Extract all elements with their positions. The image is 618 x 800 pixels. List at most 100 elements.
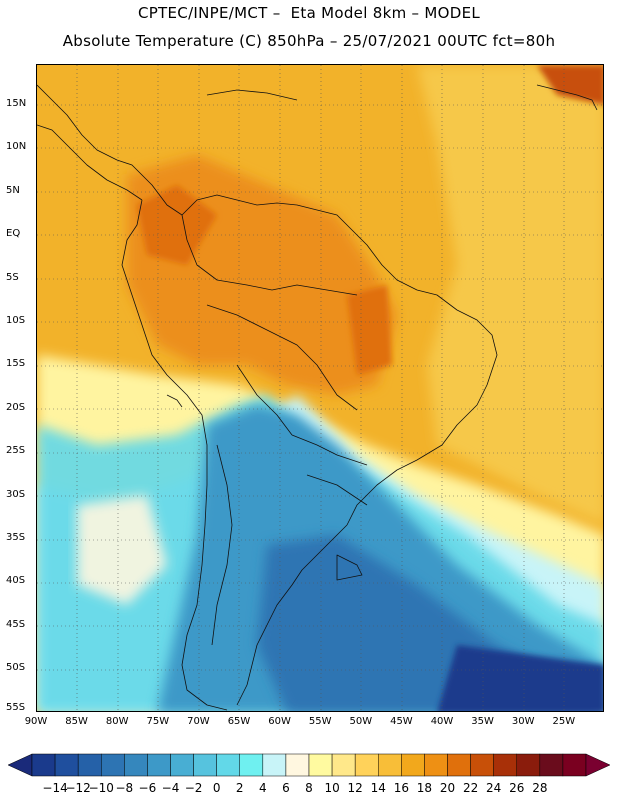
lat-label: 5S <box>6 271 19 283</box>
colorbar-tick-label: 2 <box>235 781 244 795</box>
colorbar-tick-label: 8 <box>305 781 313 795</box>
colorbar-swatch <box>262 753 287 777</box>
colorbar-tick-label: −12 <box>65 781 91 795</box>
colorbar-swatch <box>447 753 471 777</box>
hotspot-northeast <box>537 65 603 105</box>
colorbar-tick-label: −2 <box>184 781 203 795</box>
lon-label: 30W <box>511 716 535 727</box>
lon-label: 80W <box>105 716 129 727</box>
colorbar-tick-label: 6 <box>282 781 290 795</box>
colorbar-swatch <box>516 753 541 777</box>
lon-label: 35W <box>471 716 494 727</box>
caribbean-islands <box>206 89 298 101</box>
cream-patch-pacific <box>77 495 167 605</box>
argentina-coast <box>236 524 348 706</box>
colorbar-low-arrow <box>7 753 33 777</box>
colorbar-tick-label: 18 <box>416 781 433 795</box>
border-chile-argentina <box>211 444 233 646</box>
colorbar-swatch <box>54 753 79 777</box>
colorbar-swatch <box>331 753 356 777</box>
border-paraguay <box>291 434 368 466</box>
yellow-field-east <box>417 65 603 525</box>
colorbar-swatch <box>562 753 587 777</box>
lat-label: EQ <box>6 228 21 240</box>
colorbar-swatch <box>216 753 241 777</box>
colorbar-tick-label: 14 <box>370 781 386 795</box>
africa-islands <box>576 94 598 111</box>
lat-label: 15S <box>6 358 26 370</box>
colorbar-swatch <box>354 753 379 777</box>
hotspot-east <box>347 285 392 375</box>
colorbar-tick-label: 20 <box>439 781 456 795</box>
colorbar-tick-label: 0 <box>212 781 221 795</box>
colorbar-tick-label: 22 <box>462 781 479 795</box>
lat-label: 45S <box>6 618 26 630</box>
lat-label: 30S <box>6 488 26 500</box>
lon-label: 70W <box>187 716 210 727</box>
colorbar-tick-label: −14 <box>42 781 68 795</box>
colorbar-high-arrow <box>585 753 611 777</box>
darkest-blue-zone <box>437 645 603 711</box>
lat-label: 5N <box>6 184 20 196</box>
colorbar-swatch <box>470 753 494 777</box>
central-america-pacific-coast <box>37 124 143 201</box>
lon-label: 50W <box>349 716 373 727</box>
colorbar-swatch <box>539 753 564 777</box>
border-uruguay <box>306 474 368 506</box>
colorbar-swatch <box>493 753 517 777</box>
colorbar-swatch <box>170 753 194 777</box>
colorbar-tick-label: −10 <box>88 781 114 795</box>
lon-label: 25W <box>552 716 576 727</box>
lat-label: 15N <box>6 98 27 109</box>
border-venezuela <box>271 284 358 296</box>
colorbar-tick-label: 16 <box>393 781 409 795</box>
colorbar-swatch <box>308 753 333 777</box>
lat-label: 25S <box>6 445 26 457</box>
colorbar-swatch <box>77 753 102 777</box>
colorbar-tick-label: 28 <box>532 781 548 795</box>
colorbar-swatch <box>101 753 125 777</box>
atlantic-coast-brazil <box>316 209 498 526</box>
colorbar-swatch <box>31 753 56 777</box>
lat-label: 50S <box>6 662 26 674</box>
lake-titicaca <box>166 394 183 408</box>
colorbar-swatch <box>424 753 448 777</box>
coastlines <box>37 84 598 711</box>
colorbar-tick-label: 12 <box>347 781 363 795</box>
lon-label: 60W <box>268 716 291 727</box>
lon-label: 45W <box>390 716 413 727</box>
pacific-coast <box>121 199 228 711</box>
colorbar-swatch <box>193 753 217 777</box>
colorbar <box>7 753 611 777</box>
map-panel <box>36 64 604 712</box>
lon-label: 40W <box>430 716 454 727</box>
temperature-map <box>37 65 603 711</box>
lon-label: 85W <box>65 716 88 727</box>
lat-label: 55S <box>6 702 26 713</box>
colorbar-tick-label: 24 <box>486 781 502 795</box>
lat-label: 40S <box>6 575 26 587</box>
colorbar-tick-label: 26 <box>509 781 525 795</box>
border-bolivia <box>236 364 293 436</box>
colorbar-tick-label: 4 <box>259 781 267 795</box>
colorbar-tick-label: −8 <box>115 781 134 795</box>
map-title-line2: Absolute Temperature (C) 850hPa – 25/07/… <box>62 32 556 50</box>
colorbar-swatch <box>124 753 148 777</box>
lat-label: 10S <box>6 315 26 326</box>
lon-label: 65W <box>227 716 251 727</box>
border-peru-brazil <box>206 304 358 411</box>
border-colombia <box>181 214 273 291</box>
colorbar-tick-label: 10 <box>324 781 340 795</box>
colorbar-tick-label: −6 <box>138 781 157 795</box>
lat-label: 10N <box>6 141 27 153</box>
colorbar-swatch <box>239 753 264 777</box>
hotspot-northwest <box>137 185 217 265</box>
lon-label: 90W <box>24 716 48 727</box>
colorbar-swatch <box>401 753 425 777</box>
colorbar-swatch <box>378 753 402 777</box>
colorbar-swatch <box>147 753 171 777</box>
map-title-line1: CPTEC/INPE/MCT – Eta Model 8km – MODEL <box>137 4 481 22</box>
graticule <box>37 65 603 711</box>
caribbean-coast <box>181 194 318 216</box>
central-america-coast <box>37 84 183 216</box>
